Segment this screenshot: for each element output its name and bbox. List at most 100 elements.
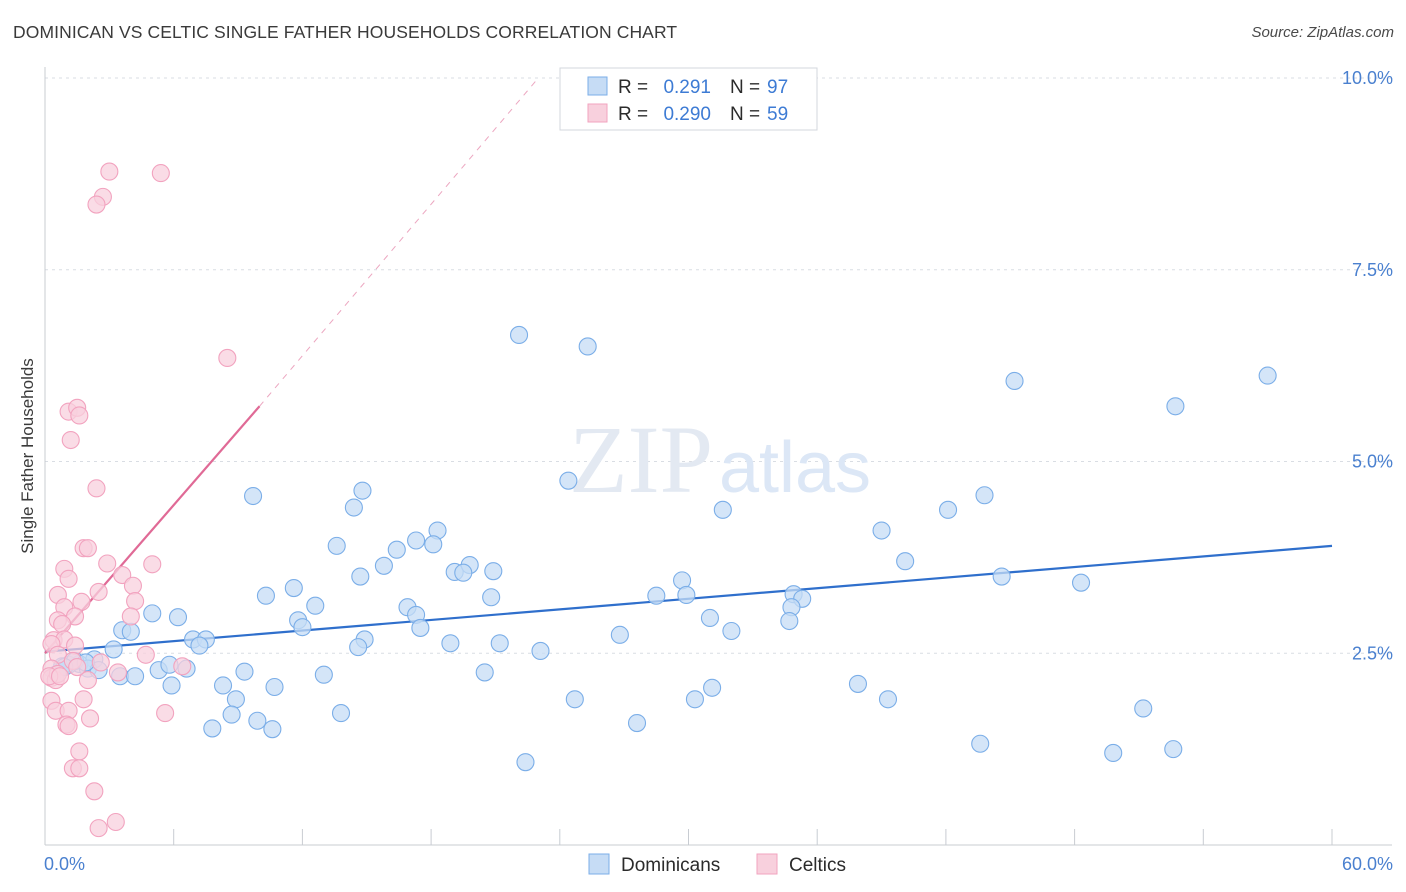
bottom-legend-swatch-celtics: [756, 853, 778, 875]
watermark: ZIPatlas: [569, 406, 871, 513]
data-point: [578, 337, 597, 356]
data-point: [484, 562, 503, 581]
y-tick-label: 2.5%: [1352, 643, 1393, 663]
data-point: [126, 592, 145, 611]
watermark-atlas: atlas: [719, 428, 871, 508]
data-point: [113, 565, 132, 585]
bottom-legend-label-celtics: Celtics: [789, 855, 846, 876]
legend-r-value: 0.291: [663, 77, 711, 98]
data-point: [872, 521, 891, 540]
data-point: [151, 164, 170, 183]
data-point: [975, 486, 994, 505]
watermark-zip: ZIP: [569, 406, 713, 513]
data-point: [91, 653, 110, 672]
data-point: [156, 704, 175, 723]
data-point: [89, 819, 108, 838]
data-point: [780, 611, 799, 631]
bottom-legend: Dominicans Celtics: [588, 853, 846, 876]
data-point: [349, 638, 368, 657]
legend: R = 0.291 N = 97 R = 0.290 N = 59: [559, 67, 818, 131]
data-point: [424, 535, 443, 554]
data-point: [971, 734, 990, 753]
data-point: [353, 481, 372, 500]
y-axis-label: Single Father Households: [18, 358, 37, 554]
series-celtics: [40, 162, 237, 838]
data-point: [293, 618, 312, 637]
data-point: [121, 607, 140, 626]
y-tick-label: 5.0%: [1352, 452, 1393, 472]
data-points: [40, 162, 1277, 838]
data-point: [106, 812, 125, 832]
data-point: [98, 554, 117, 573]
data-point: [482, 588, 501, 607]
data-point: [1134, 699, 1153, 718]
data-point: [70, 406, 89, 425]
legend-r-label: R =: [618, 77, 648, 98]
data-point: [108, 663, 127, 682]
legend-n-label: N =: [730, 77, 760, 98]
data-point: [143, 604, 162, 623]
data-point: [1005, 371, 1024, 391]
data-point: [222, 705, 241, 724]
data-point: [685, 690, 704, 709]
data-point: [123, 576, 142, 595]
data-point: [85, 782, 104, 801]
data-point: [1071, 573, 1091, 592]
data-point: [213, 676, 233, 695]
data-point: [559, 471, 578, 490]
data-point: [327, 536, 346, 555]
data-point: [89, 582, 108, 601]
y-tick-label: 7.5%: [1352, 260, 1393, 280]
data-point: [344, 498, 363, 517]
data-point: [516, 753, 535, 772]
data-point: [235, 662, 254, 681]
data-point: [65, 636, 85, 655]
data-point: [59, 717, 78, 736]
data-point: [1164, 740, 1183, 759]
data-point: [351, 567, 370, 586]
chart-title: DOMINICAN VS CELTIC SINGLE FATHER HOUSEH…: [13, 22, 678, 42]
data-point: [100, 162, 119, 181]
data-point: [703, 678, 722, 697]
legend-n-value: 59: [767, 104, 788, 125]
legend-n-value: 97: [767, 77, 788, 98]
data-point: [848, 674, 868, 693]
y-tick-label: 10.0%: [1342, 68, 1393, 88]
data-point: [878, 690, 898, 709]
data-point: [121, 622, 140, 641]
data-point: [263, 720, 282, 739]
x-tick-label: 60.0%: [1342, 854, 1393, 874]
x-tick-labels: 0.0% 60.0%: [44, 854, 1393, 874]
data-point: [627, 713, 647, 733]
y-tick-labels: 2.5% 5.0% 7.5% 10.0%: [1342, 68, 1393, 663]
data-point: [938, 500, 958, 519]
data-point: [218, 348, 237, 368]
data-point: [136, 645, 155, 664]
data-point: [407, 531, 426, 550]
data-point: [454, 563, 473, 582]
data-point: [314, 665, 333, 684]
data-point: [70, 759, 89, 778]
axes: [44, 67, 1392, 846]
data-point: [565, 690, 584, 709]
data-point: [226, 690, 245, 709]
data-point: [168, 608, 188, 627]
data-point: [87, 195, 106, 214]
data-point: [441, 634, 460, 653]
data-point: [190, 636, 209, 655]
data-point: [1104, 743, 1123, 763]
data-point: [284, 579, 303, 598]
data-point: [143, 555, 162, 574]
data-point: [509, 325, 529, 344]
data-point: [78, 539, 97, 558]
data-point: [411, 618, 430, 637]
data-point: [387, 540, 406, 559]
data-point: [53, 615, 72, 634]
data-point: [104, 640, 123, 659]
data-point: [248, 711, 267, 730]
data-point: [700, 608, 720, 628]
data-point: [531, 641, 550, 660]
legend-r-label: R =: [618, 104, 648, 125]
legend-n-label: N =: [730, 104, 760, 125]
